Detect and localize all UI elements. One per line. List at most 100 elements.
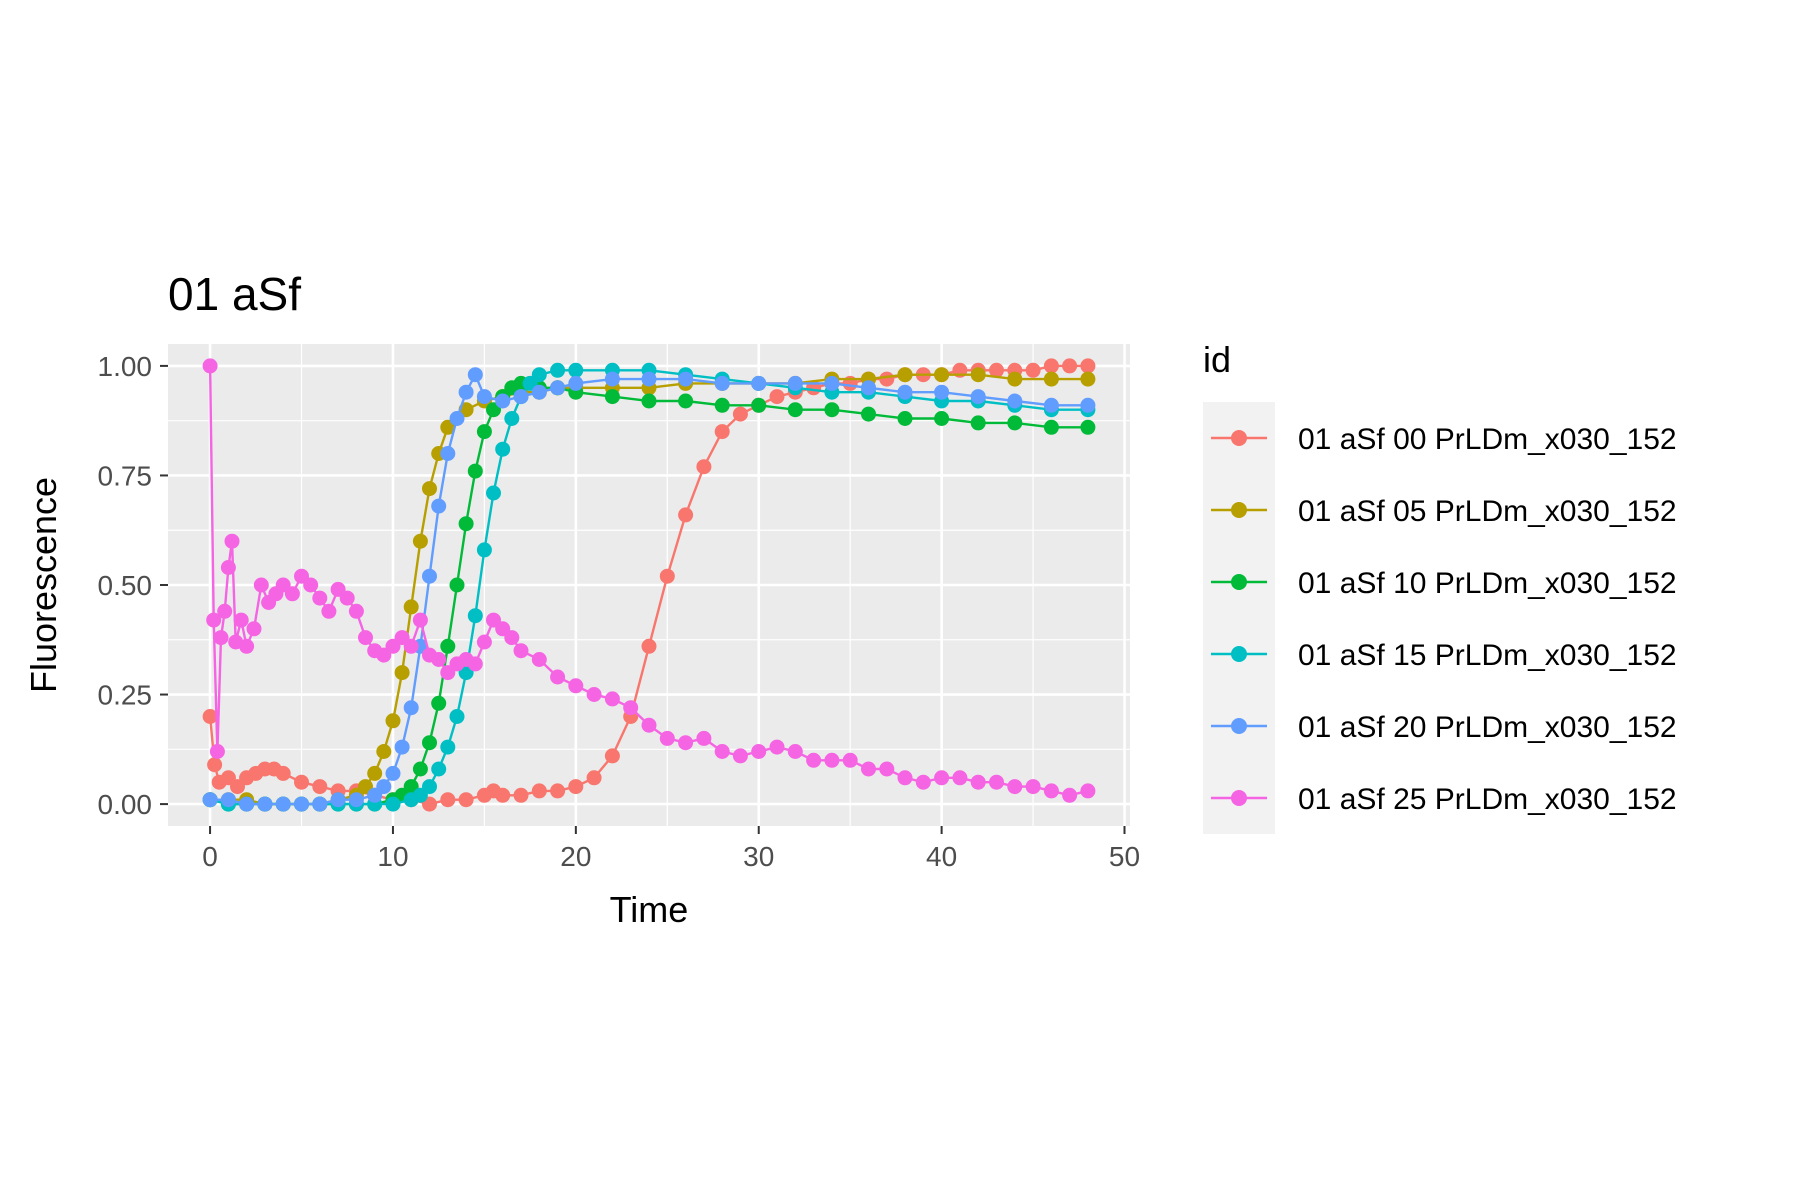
data-point <box>217 603 233 619</box>
data-point <box>312 796 328 812</box>
data-point <box>476 389 492 405</box>
data-point <box>458 516 474 532</box>
data-point <box>714 397 730 413</box>
data-point <box>714 744 730 759</box>
data-point <box>467 656 483 672</box>
data-point <box>476 424 492 440</box>
data-point <box>915 774 931 790</box>
legend: 01 aSf 00 PrLDm_x030_152 01 aSf 05 PrLDm_… <box>1211 423 1677 816</box>
data-point <box>339 590 355 606</box>
data-point <box>1007 371 1023 387</box>
data-point <box>824 375 840 391</box>
data-point <box>1080 419 1096 435</box>
legend-key-background <box>1203 402 1275 834</box>
data-point <box>224 533 240 549</box>
data-point <box>284 586 300 602</box>
data-point <box>787 375 803 391</box>
data-point <box>604 389 620 405</box>
data-point <box>422 481 437 497</box>
data-point <box>449 709 465 724</box>
data-point <box>209 744 225 759</box>
data-point <box>303 577 319 593</box>
legend-key-point <box>1231 502 1247 518</box>
y-tick-label: 0.25 <box>98 680 153 711</box>
data-point <box>1043 783 1059 799</box>
data-point <box>861 380 876 396</box>
data-point <box>467 367 483 383</box>
data-point <box>1007 415 1023 431</box>
data-point <box>440 792 456 808</box>
x-axis-title: Time <box>610 889 689 930</box>
data-point <box>879 761 895 777</box>
data-point <box>861 761 876 777</box>
data-point <box>1043 397 1059 413</box>
data-point <box>751 375 767 391</box>
data-point <box>934 384 950 400</box>
data-point <box>531 783 547 799</box>
data-point <box>934 411 950 426</box>
data-point <box>769 739 785 755</box>
data-point <box>861 406 876 422</box>
data-point <box>623 700 639 716</box>
data-point <box>678 393 694 409</box>
legend-item: 01 aSf 00 PrLDm_x030_152 <box>1211 423 1677 456</box>
data-point <box>897 770 913 786</box>
data-point <box>732 748 748 764</box>
series-layer <box>202 358 1096 812</box>
data-point <box>504 630 520 646</box>
data-point <box>641 371 657 387</box>
chart-title: 01 aSf <box>168 268 301 320</box>
data-point <box>207 757 223 773</box>
data-point <box>233 612 249 628</box>
data-point <box>495 441 511 457</box>
y-tick-label: 0.75 <box>98 460 153 491</box>
data-point <box>1080 371 1096 387</box>
data-point <box>385 765 401 781</box>
data-point <box>641 393 657 409</box>
data-point <box>504 411 520 426</box>
data-point <box>806 752 822 768</box>
data-point <box>513 389 529 405</box>
data-point <box>403 599 419 615</box>
data-point <box>449 577 465 593</box>
data-point <box>1080 358 1096 374</box>
data-point <box>330 792 346 808</box>
data-point <box>348 603 364 619</box>
data-point <box>440 446 456 461</box>
data-point <box>824 752 840 768</box>
data-point <box>531 652 547 667</box>
y-tick-label: 0.00 <box>98 789 153 820</box>
legend-label: 01 aSf 00 PrLDm_x030_152 <box>1298 423 1677 456</box>
data-point <box>641 638 657 654</box>
data-point <box>970 774 986 790</box>
data-point <box>412 761 428 777</box>
data-point <box>422 568 437 584</box>
data-point <box>714 375 730 391</box>
data-point <box>678 507 694 523</box>
data-point <box>403 638 419 654</box>
data-point <box>952 770 968 786</box>
data-point <box>275 765 291 781</box>
data-point <box>246 621 262 637</box>
x-tick-label: 30 <box>743 841 774 872</box>
data-point <box>312 590 328 606</box>
y-axis-title: Fluorescence <box>23 477 64 693</box>
data-point <box>678 371 694 387</box>
legend-label: 01 aSf 10 PrLDm_x030_152 <box>1298 567 1677 600</box>
data-point <box>358 630 373 646</box>
data-point <box>897 411 913 426</box>
data-point <box>275 796 291 812</box>
data-point <box>1062 358 1078 374</box>
data-point <box>641 717 657 733</box>
axes: 0 10 20 30 40 50 0.00 0.25 0.50 0.75 1.00 <box>98 351 1141 872</box>
data-point <box>934 367 950 383</box>
data-point <box>714 424 730 440</box>
x-tick-label: 0 <box>202 841 218 872</box>
legend-label: 01 aSf 25 PrLDm_x030_152 <box>1298 783 1677 816</box>
data-point <box>751 744 767 759</box>
data-point <box>550 380 566 396</box>
data-point <box>422 735 437 751</box>
data-point <box>1080 783 1096 799</box>
